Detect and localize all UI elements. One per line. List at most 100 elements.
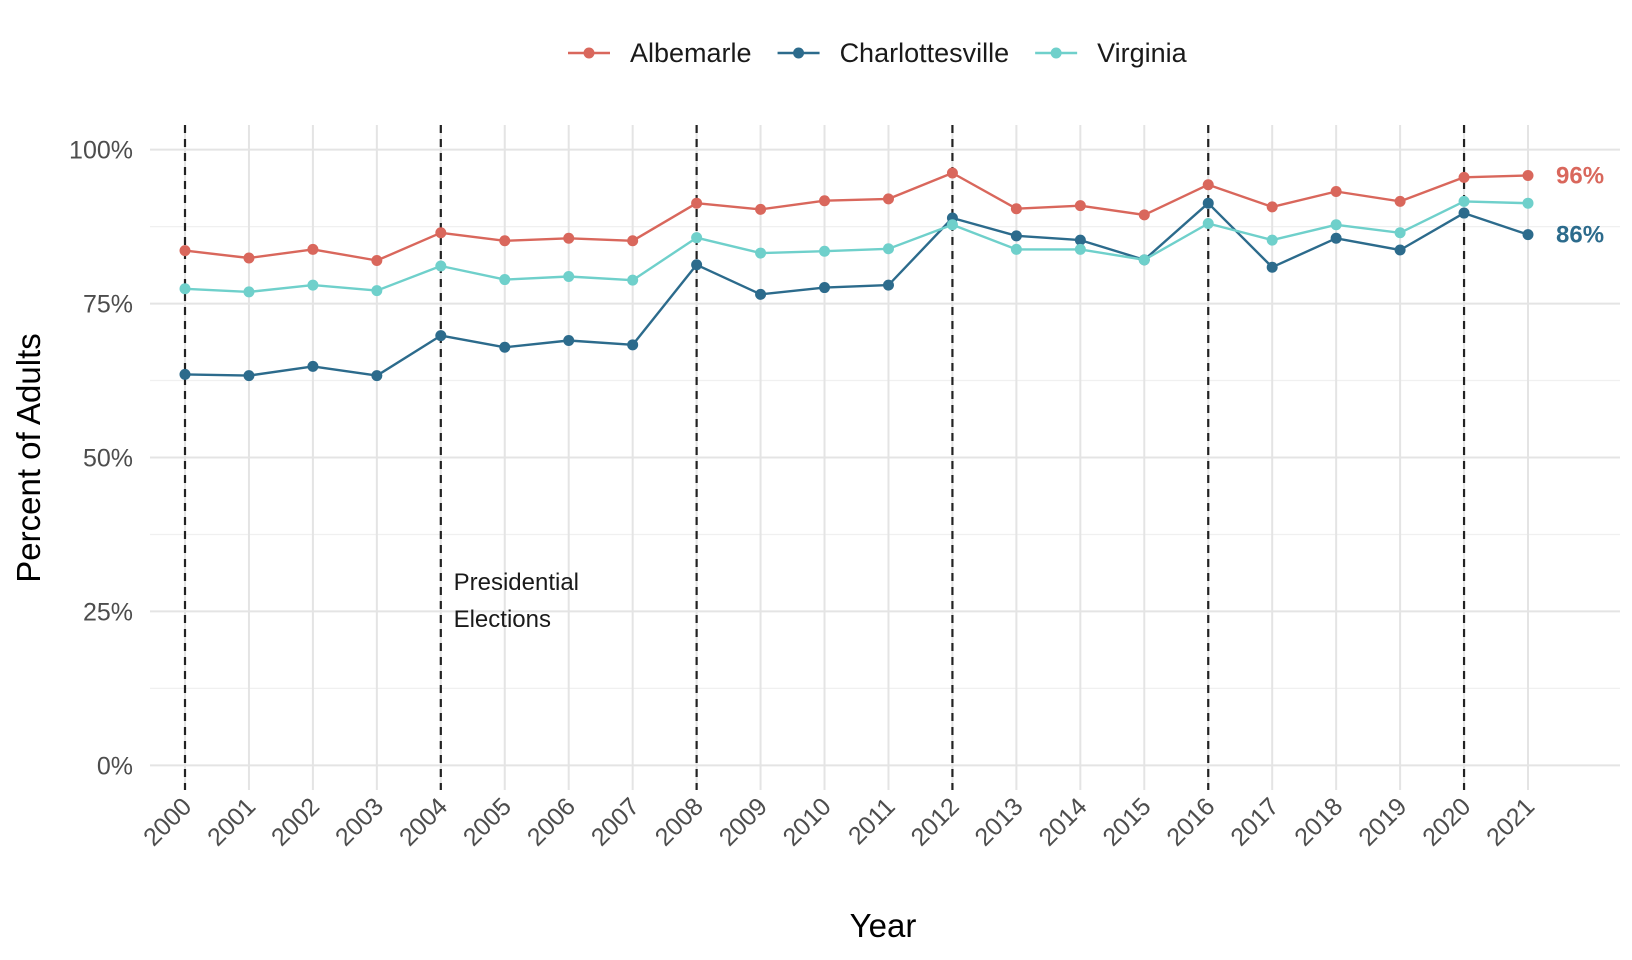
legend-item-virginia: Virginia [1035, 38, 1188, 68]
data-point-virginia [435, 260, 447, 272]
legend-item-albemarle: Albemarle [568, 38, 752, 68]
data-point-albemarle [1266, 201, 1278, 213]
x-tick-label: 2005 [458, 792, 517, 851]
data-point-albemarle [499, 235, 511, 247]
data-point-charlottesville [179, 368, 191, 380]
data-point-charlottesville [1266, 261, 1278, 273]
end-value-labels: 96% 86% [1556, 162, 1604, 248]
data-point-virginia [307, 279, 319, 291]
data-point-albemarle [179, 245, 191, 257]
x-tick-label: 2014 [1033, 792, 1092, 851]
x-tick-label: 2012 [906, 792, 965, 851]
data-point-charlottesville [1458, 207, 1470, 219]
data-point-charlottesville [307, 360, 319, 372]
annotation-presidential: Presidential [454, 569, 579, 596]
x-tick-label: 2003 [330, 792, 389, 851]
data-point-albemarle [882, 193, 894, 205]
data-point-charlottesville [563, 335, 575, 347]
series-lines [184, 171, 1529, 377]
data-point-charlottesville [499, 341, 511, 353]
data-point-virginia [499, 274, 511, 286]
legend: Albemarle Charlottesville Virginia [568, 38, 1188, 68]
x-tick-label: 2006 [522, 792, 581, 851]
data-point-albemarle [1202, 179, 1214, 191]
x-tick-label: 2017 [1225, 792, 1284, 851]
data-point-albemarle [1458, 171, 1470, 183]
data-point-virginia [1010, 243, 1022, 255]
data-point-virginia [946, 219, 958, 231]
data-point-charlottesville [627, 339, 639, 351]
x-tick-label: 2010 [778, 792, 837, 851]
data-point-virginia [1458, 195, 1470, 207]
data-point-charlottesville [1202, 197, 1214, 209]
data-point-charlottesville [371, 370, 383, 382]
data-point-albemarle [755, 203, 767, 215]
data-point-charlottesville [1074, 234, 1086, 246]
legend-swatch-point [1050, 47, 1062, 59]
data-point-charlottesville [882, 279, 894, 291]
data-point-virginia [1330, 219, 1342, 231]
data-point-charlottesville [1522, 229, 1534, 241]
y-tick-label: 75% [83, 291, 133, 319]
data-point-virginia [882, 243, 894, 255]
data-point-albemarle [1522, 169, 1534, 181]
data-point-albemarle [1330, 186, 1342, 197]
data-point-virginia [1394, 227, 1406, 239]
data-point-albemarle [691, 197, 703, 209]
legend-swatch-point [583, 47, 595, 59]
x-tick-label: 2000 [138, 792, 197, 851]
x-axis-tick-labels: 2000 2001 2002 2003 2004 2005 2006 2007 2008 2009… [138, 792, 1540, 851]
y-axis-tick-labels: 0% 25% 50% 75% 100% [69, 137, 133, 781]
end-label-albemarle: 96% [1556, 162, 1604, 189]
data-point-virginia [563, 270, 575, 282]
data-point-albemarle [371, 254, 383, 266]
data-point-charlottesville [435, 330, 447, 342]
x-tick-label: 2020 [1417, 792, 1476, 851]
data-point-virginia [1074, 243, 1086, 255]
data-point-albemarle [307, 243, 319, 255]
data-point-virginia [371, 285, 383, 297]
data-point-virginia [627, 274, 639, 286]
data-point-virginia [1202, 218, 1214, 230]
legend-swatch-point [793, 47, 805, 59]
x-tick-label: 2021 [1481, 792, 1540, 851]
data-point-albemarle [1394, 195, 1406, 207]
data-point-charlottesville [1010, 230, 1022, 242]
x-tick-label: 2002 [266, 792, 325, 851]
data-point-albemarle [946, 167, 958, 179]
legend-label: Albemarle [630, 38, 752, 68]
data-point-virginia [819, 245, 831, 257]
y-axis-title: Percent of Adults [10, 333, 47, 582]
x-tick-label: 2001 [202, 792, 261, 851]
legend-item-charlottesville: Charlottesville [777, 38, 1009, 68]
data-point-charlottesville [1394, 244, 1406, 256]
x-tick-label: 2009 [714, 792, 773, 851]
minor-gridlines [150, 225, 1620, 690]
data-point-albemarle [1138, 209, 1150, 221]
data-point-virginia [1522, 197, 1534, 209]
series-line-charlottesville [184, 201, 1529, 377]
y-tick-label: 0% [97, 752, 133, 780]
data-point-albemarle [435, 227, 447, 239]
data-point-albemarle [563, 232, 575, 244]
x-tick-label: 2019 [1353, 792, 1412, 851]
data-point-albemarle [1010, 203, 1022, 215]
series-points [179, 167, 1534, 382]
x-tick-label: 2007 [586, 792, 645, 851]
annotation-elections: Elections [454, 606, 551, 633]
x-tick-label: 2008 [650, 792, 709, 851]
data-point-virginia [1138, 254, 1150, 266]
end-label-charlottesville: 86% [1556, 222, 1604, 249]
data-point-charlottesville [243, 370, 255, 382]
data-point-virginia [1266, 234, 1278, 246]
x-tick-label: 2004 [394, 792, 453, 851]
series-line-albemarle [184, 171, 1529, 262]
x-tick-label: 2013 [969, 792, 1028, 851]
data-point-albemarle [243, 252, 255, 264]
y-tick-label: 25% [83, 598, 133, 626]
data-point-virginia [691, 232, 703, 244]
data-point-charlottesville [691, 259, 703, 271]
data-point-virginia [755, 247, 767, 259]
x-tick-label: 2016 [1161, 792, 1220, 851]
